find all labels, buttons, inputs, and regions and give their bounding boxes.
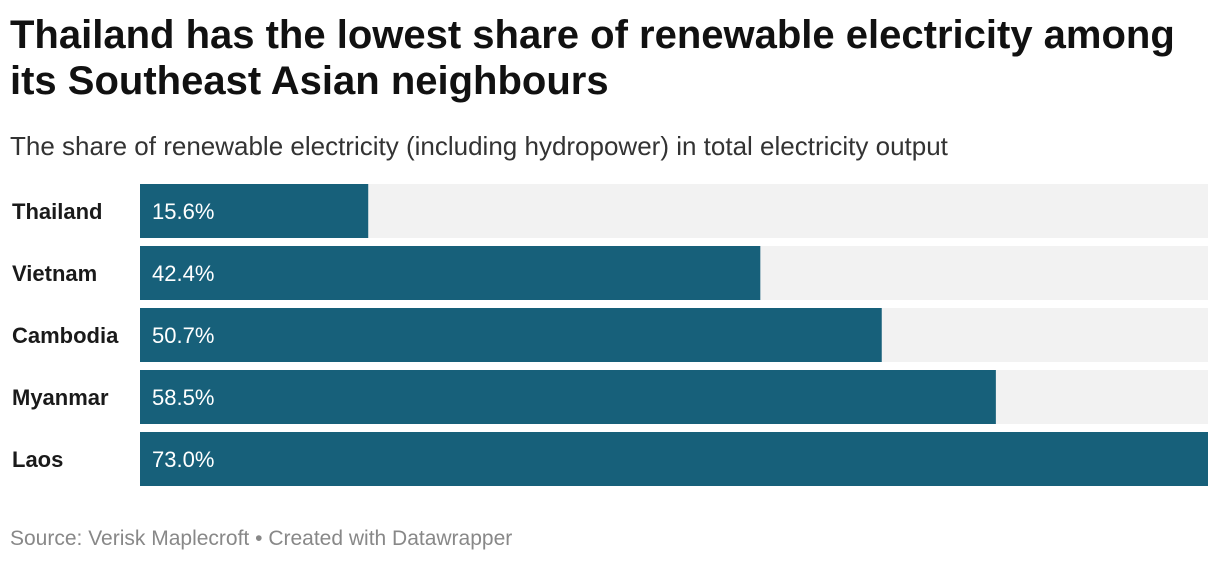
category-label: Vietnam [12,261,97,286]
category-label: Thailand [12,199,102,224]
bar-row: Thailand 15.6% [12,184,1208,238]
bar [140,432,1208,486]
bar [140,370,996,424]
chart-title: Thailand has the lowest share of renewab… [10,13,1175,103]
chart-footer: Source: Verisk Maplecroft • Created with… [10,526,512,552]
bar-row: Laos 73.0% [12,432,1208,486]
value-label: 50.7% [152,323,214,348]
value-label: 15.6% [152,199,214,224]
value-label: 58.5% [152,385,214,410]
bar-row: Myanmar 58.5% [12,370,1208,424]
chart-subtitle: The share of renewable electricity (incl… [10,131,948,161]
bar [140,246,761,300]
value-label: 42.4% [152,261,214,286]
value-label: 73.0% [152,447,214,472]
footer-separator: • [255,527,263,550]
bar-chart: Thailand 15.6% Vietnam 42.4% Cambodia 50.7% My… [12,184,1208,486]
category-label: Cambodia [12,323,119,348]
bar-row: Vietnam 42.4% [12,246,1208,300]
bar [140,308,882,362]
bar-row: Cambodia 50.7% [12,308,1208,362]
category-label: Laos [12,447,63,472]
credit-text: Created with Datawrapper [268,527,513,550]
category-label: Myanmar [12,385,109,410]
source-text: Source: Verisk Maplecroft [10,527,250,550]
bar [140,184,369,238]
